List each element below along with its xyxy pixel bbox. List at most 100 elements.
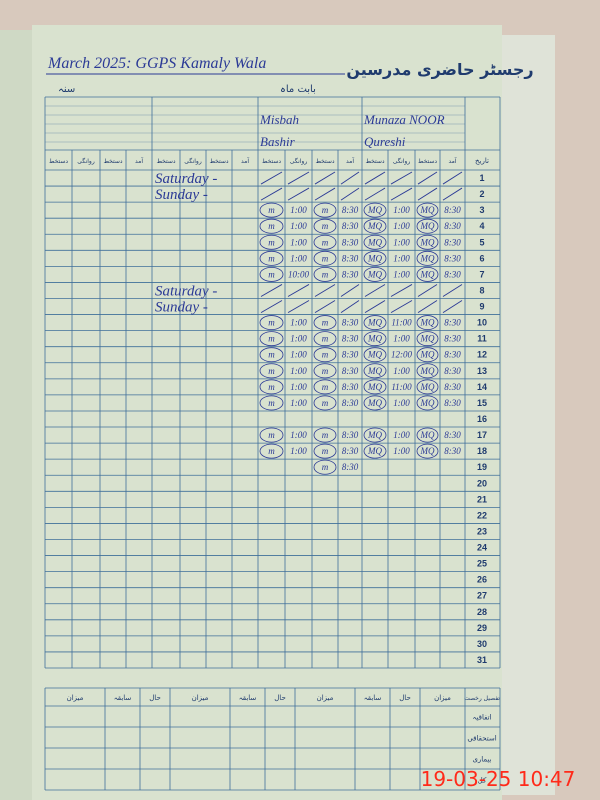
signature: MQ xyxy=(420,398,435,408)
time: 1:00 xyxy=(393,237,410,247)
signature-circle xyxy=(416,331,439,347)
strike xyxy=(390,187,413,201)
strike xyxy=(287,171,310,185)
weekend-note: Sunday - xyxy=(155,187,208,203)
signature-circle xyxy=(259,427,284,443)
urdu-title: رجسٹر حاضری مدرسین xyxy=(346,60,533,79)
day-number: 3 xyxy=(479,205,484,215)
signature-circle xyxy=(416,218,439,234)
time: 1:00 xyxy=(393,366,410,376)
time: 1:00 xyxy=(290,398,307,408)
time: 8:30 xyxy=(342,269,359,279)
signature-circle xyxy=(363,379,387,395)
signature-circle xyxy=(313,395,337,411)
summary-column: میزان xyxy=(192,694,209,702)
signature-circle xyxy=(363,266,387,282)
signature: m xyxy=(268,253,275,263)
signature-circle xyxy=(416,363,439,379)
page xyxy=(32,25,502,800)
strike xyxy=(364,284,386,297)
signature-circle xyxy=(313,331,337,347)
strike xyxy=(364,187,386,201)
time: 8:30 xyxy=(342,253,359,263)
day-number: 19 xyxy=(477,462,487,472)
strike xyxy=(417,300,438,313)
time: 8:30 xyxy=(342,382,359,392)
signature-circle xyxy=(259,363,284,379)
signature-circle xyxy=(363,315,387,331)
time: 1:00 xyxy=(393,430,410,440)
summary-column: میزان xyxy=(434,694,451,702)
day-number: 28 xyxy=(477,607,487,617)
strike xyxy=(390,171,413,185)
signature: MQ xyxy=(367,430,382,440)
date-header: تاریخ xyxy=(475,157,489,165)
signature-circle xyxy=(313,363,337,379)
signature-circle xyxy=(259,250,284,266)
strike xyxy=(390,284,413,297)
signature: m xyxy=(322,350,329,360)
signature-circle xyxy=(259,331,284,347)
column-header: آمد xyxy=(241,156,249,165)
signature-circle xyxy=(313,218,337,234)
day-number: 1 xyxy=(479,173,484,183)
summary-column: میزان xyxy=(317,694,334,702)
time: 8:30 xyxy=(444,382,461,392)
day-number: 23 xyxy=(477,526,487,536)
strike xyxy=(260,284,283,297)
signature-circle xyxy=(259,266,284,282)
time: 11:00 xyxy=(391,382,412,392)
day-number: 15 xyxy=(477,398,487,408)
strike xyxy=(260,300,283,313)
time: 1:00 xyxy=(290,334,307,344)
signature: m xyxy=(268,205,275,215)
signature-circle xyxy=(416,234,439,250)
column-header: آمد xyxy=(135,156,143,165)
signature-circle xyxy=(416,379,439,395)
strike xyxy=(287,187,310,201)
time: 1:00 xyxy=(290,350,307,360)
strike xyxy=(314,284,336,297)
strike xyxy=(340,171,360,185)
signature: m xyxy=(322,237,329,247)
teacher-name: Munaza NOOR xyxy=(363,112,445,127)
time: 8:30 xyxy=(444,253,461,263)
signature-circle xyxy=(313,250,337,266)
strike xyxy=(287,300,310,313)
signature-circle xyxy=(313,202,337,218)
signature: MQ xyxy=(367,366,382,376)
signature-circle xyxy=(416,443,439,459)
signature-circle xyxy=(363,218,387,234)
signature-circle xyxy=(363,363,387,379)
signature-circle xyxy=(363,202,387,218)
day-number: 26 xyxy=(477,575,487,585)
signature: MQ xyxy=(420,366,435,376)
day-number: 10 xyxy=(477,318,487,328)
signature-circle xyxy=(313,234,337,250)
column-header: دستخط xyxy=(103,158,122,165)
signature-circle xyxy=(416,427,439,443)
time: 8:30 xyxy=(444,366,461,376)
teacher-name: Misbah xyxy=(259,112,299,127)
signature: m xyxy=(322,430,329,440)
signature: m xyxy=(322,221,329,231)
weekend-note: Sunday - xyxy=(155,300,208,316)
day-number: 13 xyxy=(477,366,487,376)
signature-circle xyxy=(313,266,337,282)
time: 8:30 xyxy=(444,221,461,231)
summary-column: سابقہ xyxy=(114,694,132,702)
signature: m xyxy=(268,318,275,328)
time: 1:00 xyxy=(290,446,307,456)
time: 8:30 xyxy=(444,237,461,247)
time: 8:30 xyxy=(342,221,359,231)
signature-circle xyxy=(363,443,387,459)
signature-circle xyxy=(259,379,284,395)
column-header: دستخط xyxy=(209,158,228,165)
signature-circle xyxy=(416,202,439,218)
strike xyxy=(314,171,336,185)
strike xyxy=(417,284,438,297)
strike xyxy=(287,284,310,297)
signature: MQ xyxy=(367,221,382,231)
time: 8:30 xyxy=(342,366,359,376)
signature: m xyxy=(322,253,329,263)
